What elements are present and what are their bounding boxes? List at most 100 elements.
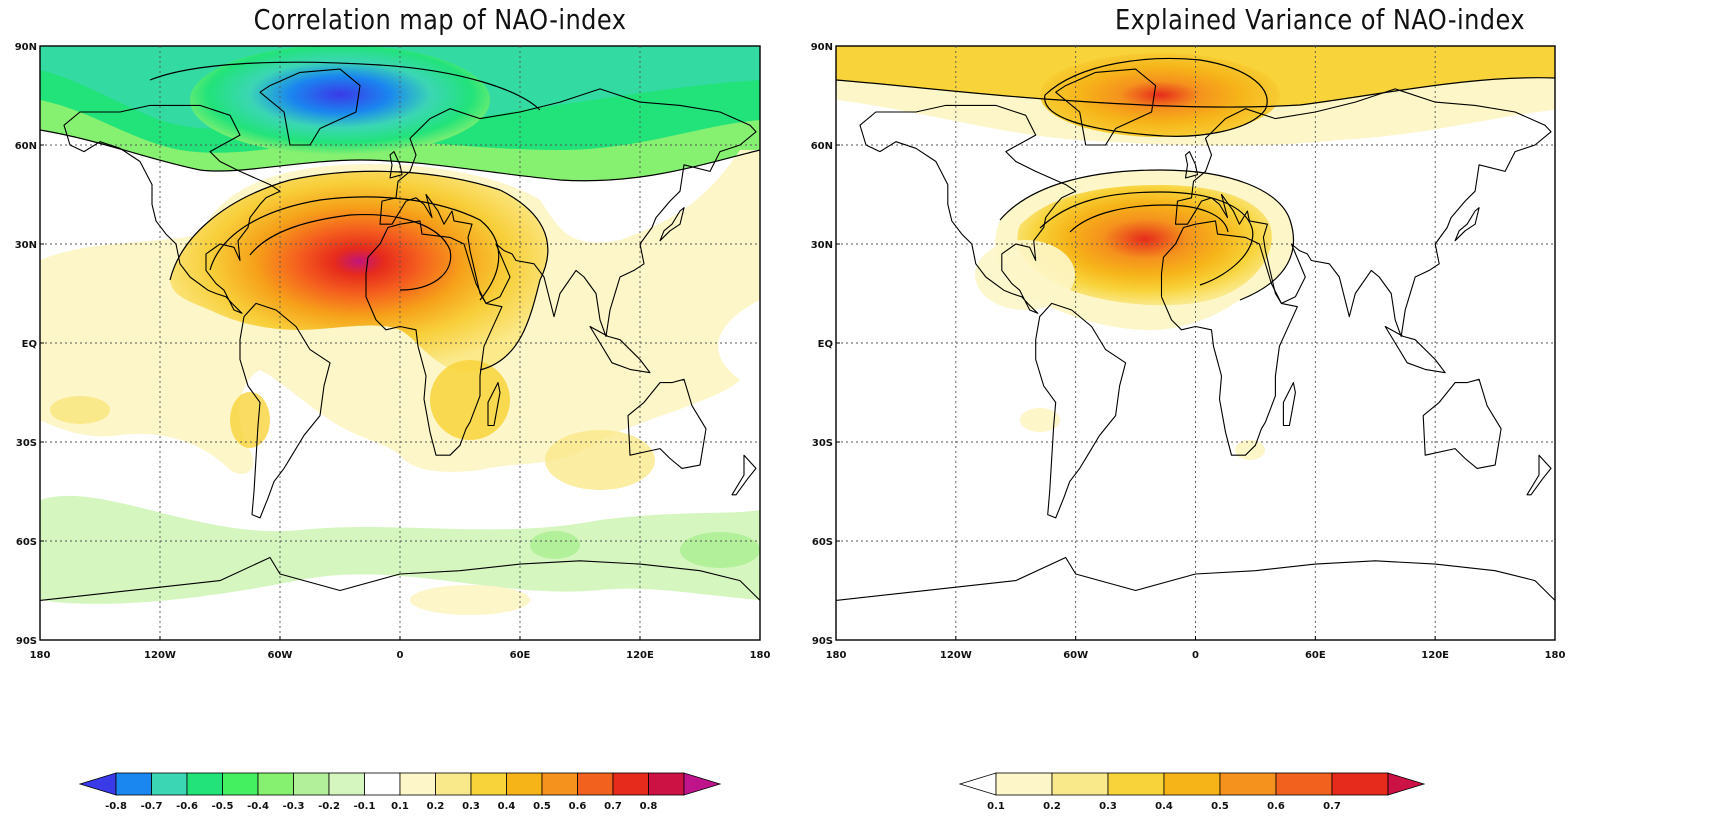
lat-tick-label: 90N: [811, 42, 833, 53]
lon-tick-label: 0: [1192, 650, 1199, 661]
colorbar-tick-label: 0.3: [462, 801, 480, 812]
lat-tick-label: 90S: [812, 636, 833, 647]
southern-negative-band: [40, 495, 760, 604]
coastline-africa: [365, 220, 503, 456]
coastlines: [40, 68, 760, 601]
colorbar-tick-label: 0.5: [1211, 801, 1229, 812]
coastline-south-america: [1035, 302, 1127, 519]
colorbar-tick-label: 0.7: [604, 801, 622, 812]
coastline-new-zealand: [1526, 454, 1552, 496]
coastline-new-zealand: [731, 454, 757, 496]
coastline-greenland: [1055, 68, 1157, 146]
colorbar-swatch: [435, 772, 472, 796]
coastline-eurasia: [379, 88, 757, 337]
colorbar-swatch: [151, 772, 188, 796]
coastline-madagascar: [1282, 382, 1296, 427]
lon-tick-label: 120W: [144, 650, 176, 661]
lon-tick-label: 0: [397, 650, 404, 661]
positive-region-core: [170, 171, 548, 372]
lon-tick-label: 60E: [1305, 650, 1326, 661]
colorbar-swatch: [257, 772, 294, 796]
variance-field: [836, 46, 1555, 460]
colorbar-swatch: [1219, 772, 1277, 796]
coastline-indonesia: [1384, 325, 1446, 374]
colorbar-swatch: [470, 772, 507, 796]
lon-tick-label: 60W: [268, 650, 293, 661]
colorbar-swatch: [328, 772, 365, 796]
lat-tick-label: 30S: [16, 438, 37, 449]
lat-tick-label: EQ: [818, 339, 833, 350]
coastline-africa: [1160, 220, 1298, 456]
lon-tick-label: 120E: [1421, 650, 1449, 661]
colorbar-correlation: -0.8 -0.7 -0.6 -0.5 -0.4 -0.3 -0.2 -0.1 0.1 0.2 0.…: [78, 772, 722, 812]
colorbar-swatch: [115, 772, 152, 796]
colorbar-tick-label: 0.6: [569, 801, 587, 812]
colorbar-swatch: [293, 772, 330, 796]
colorbar-tick-label: -0.2: [318, 801, 340, 812]
lon-tick-label: 60W: [1063, 650, 1088, 661]
coastline-madagascar: [487, 382, 501, 427]
lat-tick-label: 90N: [15, 42, 37, 53]
colorbar-tick-label: 0.1: [987, 801, 1005, 812]
colorbar-tick-label: -0.8: [105, 801, 127, 812]
lat-tick-label: 60N: [811, 141, 833, 152]
panel-title-explained-variance: Explained Variance of NAO-index: [1114, 3, 1526, 36]
coastline-eurasia: [1174, 88, 1552, 337]
colorbar-tick-label: 0.2: [1043, 801, 1061, 812]
colorbar-tick-label: -0.7: [141, 801, 163, 812]
contours-variance: [836, 57, 1555, 301]
colorbar-explained-variance: 0.1 0.2 0.3 0.4 0.5 0.6 0.7: [958, 772, 1426, 812]
lat-tick-label: EQ: [22, 339, 37, 350]
contours-correlation: [40, 61, 760, 371]
coastline-britain: [389, 151, 403, 179]
coastline-australia: [1422, 378, 1502, 469]
lat-tick-label: 60S: [812, 537, 833, 548]
colorbar-swatch: [1331, 772, 1389, 796]
coastline-australia: [627, 378, 707, 469]
correlation-field: [40, 46, 760, 615]
coastline-antarctica: [836, 556, 1555, 601]
colorbar-swatch: [648, 772, 685, 796]
colorbar-swatch: [1163, 772, 1221, 796]
colorbar-tick-label: 0.2: [427, 801, 445, 812]
coastline-britain: [1184, 151, 1199, 179]
lon-tick-label: 120W: [940, 650, 972, 661]
colorbar-tick-label: -0.6: [176, 801, 198, 812]
colorbar-tick-label: 0.8: [640, 801, 658, 812]
colorbar-left-arrow: [958, 772, 997, 796]
colorbar-tick-label: -0.4: [247, 801, 269, 812]
colorbar-tick-label: 0.5: [533, 801, 551, 812]
coastline-indonesia: [589, 325, 651, 374]
colorbar-tick-label: 0.4: [498, 801, 516, 812]
coastline-japan: [1454, 207, 1480, 242]
colorbar-swatch: [1107, 772, 1165, 796]
coastlines: [836, 68, 1555, 601]
colorbar-swatch: [1051, 772, 1109, 796]
lat-tick-label: 30N: [15, 240, 37, 251]
colorbar-tick-label: 0.3: [1099, 801, 1117, 812]
colorbar-tick-label: -0.3: [283, 801, 305, 812]
lat-tick-label: 30S: [812, 438, 833, 449]
lon-tick-label: 60E: [510, 650, 531, 661]
colorbar-tick-label: 0.4: [1155, 801, 1173, 812]
arctic-variance-core: [1040, 53, 1280, 137]
panel-title-correlation: Correlation map of NAO-index: [253, 3, 627, 36]
lat-tick-label: 60S: [16, 537, 37, 548]
colorbar-tick-label: 0.1: [391, 801, 409, 812]
colorbar-tick-label: -0.5: [212, 801, 234, 812]
coastline-south-america: [239, 302, 331, 519]
colorbar-left-arrow: [78, 772, 117, 796]
lat-tick-label: 90S: [16, 636, 37, 647]
coastline-north-america: [859, 104, 1077, 314]
colorbar-swatch: [506, 772, 543, 796]
lon-tick-label: 180: [1545, 650, 1566, 661]
arctic-negative-core: [190, 46, 490, 155]
coastline-north-america: [63, 104, 281, 314]
lon-tick-label: 180: [750, 650, 771, 661]
lon-tick-label: 120E: [626, 650, 654, 661]
coastline-greenland: [259, 68, 361, 146]
colorbar-swatch: [541, 772, 578, 796]
lat-tick-label: 60N: [15, 141, 37, 152]
lat-tick-label: 30N: [811, 240, 833, 251]
